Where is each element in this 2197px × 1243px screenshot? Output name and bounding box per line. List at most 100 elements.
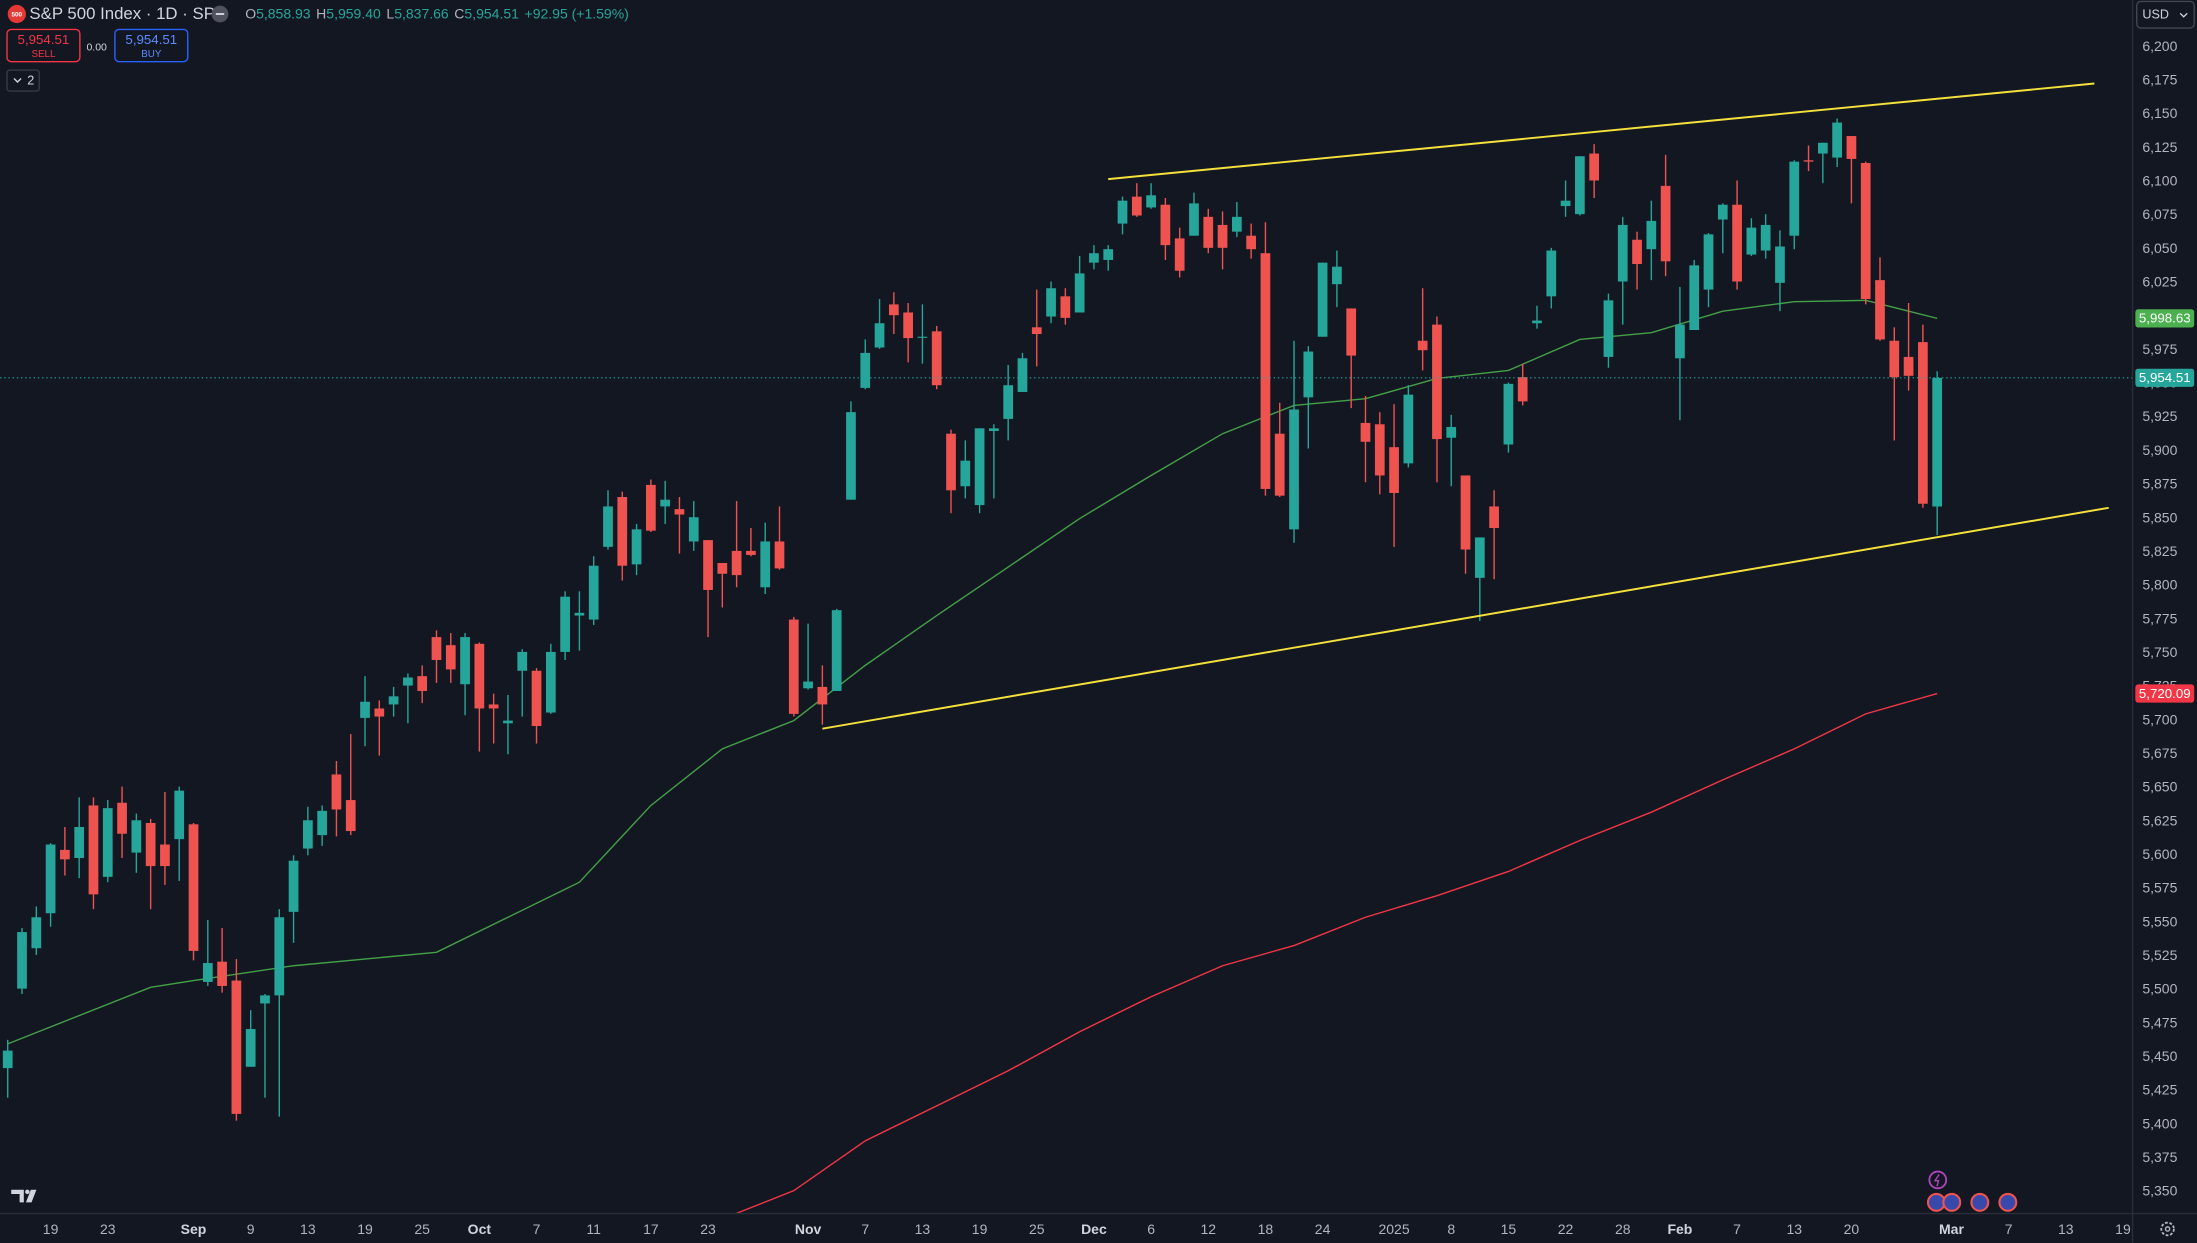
y-tick-label: 5,675 <box>2142 745 2177 761</box>
y-tick-label: 5,400 <box>2142 1115 2177 1131</box>
candle-body <box>1346 308 1357 356</box>
candle-body <box>1932 377 1943 507</box>
event-icon[interactable] <box>1928 1170 1948 1190</box>
event-bolt <box>1933 1173 1940 1187</box>
buy-price[interactable]: 5,954.51 <box>125 32 177 47</box>
candle-body <box>188 824 199 951</box>
buy-button[interactable] <box>114 28 189 63</box>
candle-body <box>1903 356 1914 376</box>
y-tick-label: 5,575 <box>2142 880 2177 896</box>
y-tick-label: 6,125 <box>2142 139 2177 155</box>
candle-body <box>931 331 942 386</box>
symbol-title[interactable]: S&P 500 Index · 1D · SP <box>29 4 214 23</box>
event-flag[interactable] <box>1942 1192 1962 1212</box>
candle-body <box>431 637 442 660</box>
candle-body <box>1646 220 1657 250</box>
candle-body <box>574 612 585 616</box>
symbol-badge-text[interactable]: 500 <box>12 11 23 18</box>
x-tick-label: 7 <box>533 1221 541 1237</box>
candle-body <box>202 963 213 982</box>
candle-body <box>1003 385 1014 419</box>
candle-body <box>1160 204 1171 246</box>
candle-body <box>1746 227 1757 255</box>
x-tick-label: 13 <box>2058 1221 2074 1237</box>
buy-label[interactable]: BUY <box>141 49 162 60</box>
tradingview-logo[interactable] <box>11 1189 37 1203</box>
candle-body <box>1789 161 1800 236</box>
event-flag[interactable] <box>1970 1192 1990 1212</box>
x-tick-label: Oct <box>468 1221 492 1237</box>
candle-body <box>1446 426 1457 438</box>
x-tick-label: 15 <box>1501 1221 1517 1237</box>
candle-body <box>560 596 570 652</box>
sell-price[interactable]: 5,954.51 <box>18 32 70 47</box>
x-tick-label: 19 <box>2115 1221 2131 1237</box>
candle-body <box>1432 324 1442 440</box>
indicators-count[interactable]: 2 <box>27 74 34 88</box>
x-tick-label: 9 <box>247 1221 255 1237</box>
x-tick-label: 8 <box>1447 1221 1455 1237</box>
currency-select[interactable] <box>2136 0 2195 29</box>
logo-dot <box>25 1189 30 1195</box>
candle-body <box>1532 320 1542 324</box>
candle-body <box>1689 265 1700 330</box>
candle-body <box>288 860 299 912</box>
y-tick-label: 5,450 <box>2142 1048 2177 1064</box>
candle-body <box>45 844 56 914</box>
axes: 5,350 5,375 5,400 5,425 5,450 5,475 5,500 5,525… <box>43 38 2195 1237</box>
candle-body <box>545 651 556 713</box>
candle-body <box>1260 253 1271 489</box>
candle-body <box>131 820 142 853</box>
candle-body <box>1403 394 1414 464</box>
candle-body <box>1817 142 1828 154</box>
ohlc-label: O <box>245 5 256 21</box>
chevron-icon <box>2179 12 2188 18</box>
sell-label[interactable]: SELL <box>31 49 56 60</box>
settings-gear[interactable] <box>2160 1221 2175 1237</box>
price-label-box <box>2135 684 2195 703</box>
candle-body <box>1131 196 1142 216</box>
candle-body <box>703 540 713 590</box>
candle-body <box>1803 160 1814 162</box>
candle-body <box>1174 238 1185 271</box>
candle-body <box>317 810 328 836</box>
y-tick-label: 5,775 <box>2142 610 2177 626</box>
currency[interactable]: USD <box>2142 8 2169 22</box>
candle-body <box>674 509 685 515</box>
x-tick-label: 17 <box>643 1221 659 1237</box>
x-tick-label: 25 <box>414 1221 430 1237</box>
x-tick-label: 7 <box>861 1221 869 1237</box>
x-tick-label: 7 <box>1733 1221 1741 1237</box>
event-flag[interactable] <box>1926 1192 1946 1212</box>
candle-body <box>360 701 370 718</box>
y-tick-label: 5,925 <box>2142 408 2177 424</box>
trendline <box>822 506 2109 730</box>
sell-button[interactable] <box>6 28 81 63</box>
candle-body <box>1860 162 1871 300</box>
ohlc-label: H <box>316 5 326 21</box>
candle-body <box>1918 342 1928 504</box>
candle-body <box>231 980 242 1114</box>
candle-body <box>88 805 99 895</box>
symbol-badge[interactable] <box>7 4 26 24</box>
moving-average <box>7 299 1938 1045</box>
ohlc-label: L <box>386 5 394 21</box>
candle-body <box>1832 122 1842 158</box>
candle-body <box>803 681 813 689</box>
y-tick-label: 5,600 <box>2142 846 2177 862</box>
candle-body <box>1046 288 1056 317</box>
moving-average <box>734 692 1938 1214</box>
y-tick-label: 5,750 <box>2142 644 2177 660</box>
x-tick-label: 23 <box>100 1221 116 1237</box>
indicators-toggle[interactable] <box>6 69 40 92</box>
candle-body <box>946 433 956 491</box>
candle-body <box>60 849 70 860</box>
candle-body <box>960 460 971 487</box>
event-flag[interactable] <box>1998 1192 2018 1212</box>
candle-body <box>888 304 899 316</box>
candle-body <box>74 827 85 858</box>
candle-body <box>917 336 928 338</box>
x-tick-label: 2025 <box>1378 1221 1409 1237</box>
ohlc-value: 5,837.66 <box>394 5 449 21</box>
